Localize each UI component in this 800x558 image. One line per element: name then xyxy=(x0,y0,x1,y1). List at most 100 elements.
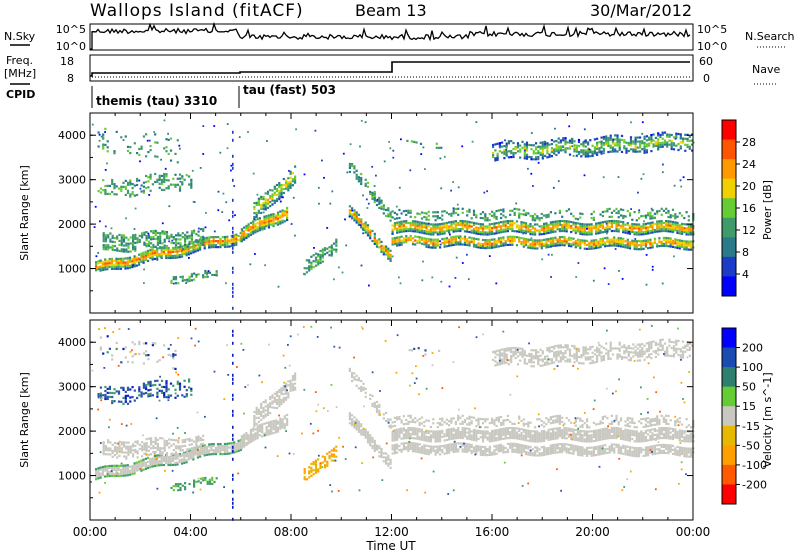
freq-trace xyxy=(90,62,690,76)
velocity-cell xyxy=(416,428,418,430)
power-cell xyxy=(572,221,574,223)
power-cell xyxy=(548,254,550,256)
power-cell xyxy=(496,240,498,242)
power-colorbar-swatch xyxy=(722,140,736,160)
velocity-cell xyxy=(448,428,450,430)
power-cell xyxy=(168,153,170,155)
power-cell xyxy=(591,229,593,231)
power-cell xyxy=(541,229,543,231)
power-cell xyxy=(191,232,193,234)
power-cell xyxy=(425,229,427,231)
velocity-cell xyxy=(161,453,163,455)
velocity-cell xyxy=(179,487,181,489)
power-cell xyxy=(604,245,606,247)
power-cell xyxy=(235,238,237,240)
power-cell xyxy=(511,220,513,222)
power-cell xyxy=(186,235,188,237)
power-cell xyxy=(157,242,159,244)
velocity-cell xyxy=(351,420,353,422)
power-cell xyxy=(672,242,674,244)
velocity-cell xyxy=(228,452,230,454)
velocity-cell xyxy=(403,435,405,437)
power-cell xyxy=(141,236,143,238)
power-cell xyxy=(545,240,547,242)
power-cell xyxy=(308,269,310,271)
power-cell xyxy=(606,228,608,230)
power-cell xyxy=(161,251,163,253)
power-cell xyxy=(473,230,475,232)
velocity-cell xyxy=(136,464,138,466)
power-cell xyxy=(282,211,284,213)
power-cell xyxy=(491,239,493,241)
power-cell xyxy=(649,232,651,234)
velocity-cell xyxy=(170,455,172,457)
power-cell xyxy=(616,150,618,152)
power-cell xyxy=(629,229,631,231)
power-cell xyxy=(527,239,529,241)
velocity-cell xyxy=(287,392,289,394)
power-cell xyxy=(111,181,113,183)
power-cell xyxy=(684,144,686,146)
power-cell xyxy=(435,239,437,241)
power-cell xyxy=(581,227,583,229)
power-cell xyxy=(150,176,152,178)
power-cell xyxy=(553,152,555,154)
velocity-cell xyxy=(141,445,143,447)
power-cell xyxy=(143,192,145,194)
power-cell xyxy=(487,233,489,235)
velocity-cell xyxy=(164,446,166,448)
velocity-cell xyxy=(387,418,389,420)
velocity-cell xyxy=(118,455,120,457)
power-cell xyxy=(580,149,582,151)
velocity-cell xyxy=(113,473,115,475)
power-cell xyxy=(278,190,280,192)
power-cell xyxy=(647,230,649,232)
power-cell xyxy=(511,240,513,242)
power-cell xyxy=(656,225,658,227)
power-cell xyxy=(124,267,126,269)
power-cell xyxy=(423,239,425,241)
power-cell xyxy=(97,262,99,264)
power-cell xyxy=(482,245,484,247)
velocity-cell xyxy=(292,387,294,389)
power-cell xyxy=(606,223,608,225)
power-cell xyxy=(391,233,393,235)
velocity-cell xyxy=(351,422,353,424)
power-cell xyxy=(276,200,278,202)
power-cell xyxy=(444,156,446,158)
velocity-cell xyxy=(107,441,109,443)
power-cell xyxy=(559,240,561,242)
power-cell xyxy=(353,167,355,169)
power-cell xyxy=(118,234,120,236)
velocity-cell xyxy=(132,396,134,398)
power-cell xyxy=(143,135,145,137)
power-cell xyxy=(191,234,193,236)
power-cell xyxy=(428,225,430,227)
velocity-cell xyxy=(489,440,491,442)
velocity-cell xyxy=(173,439,175,441)
power-cell xyxy=(543,215,545,217)
power-cell xyxy=(564,143,566,145)
power-cell xyxy=(615,222,617,224)
velocity-cell xyxy=(138,353,140,355)
power-cell xyxy=(191,242,193,244)
velocity-cell xyxy=(258,421,260,423)
power-cell xyxy=(459,239,461,241)
power-cell xyxy=(594,138,596,140)
power-cell xyxy=(243,227,245,229)
power-cell xyxy=(319,250,321,252)
power-cell xyxy=(228,241,230,243)
power-cell xyxy=(414,216,416,218)
power-cell xyxy=(107,248,109,250)
power-cell xyxy=(634,244,636,246)
power-cell xyxy=(551,155,553,157)
power-cell xyxy=(432,223,434,225)
power-cell xyxy=(466,238,468,240)
power-cell xyxy=(484,247,486,249)
velocity-cell xyxy=(294,387,296,389)
power-cell xyxy=(531,237,533,239)
power-cell xyxy=(245,235,247,237)
power-cell xyxy=(532,247,534,249)
power-cell xyxy=(532,215,534,217)
velocity-cell xyxy=(475,433,477,435)
